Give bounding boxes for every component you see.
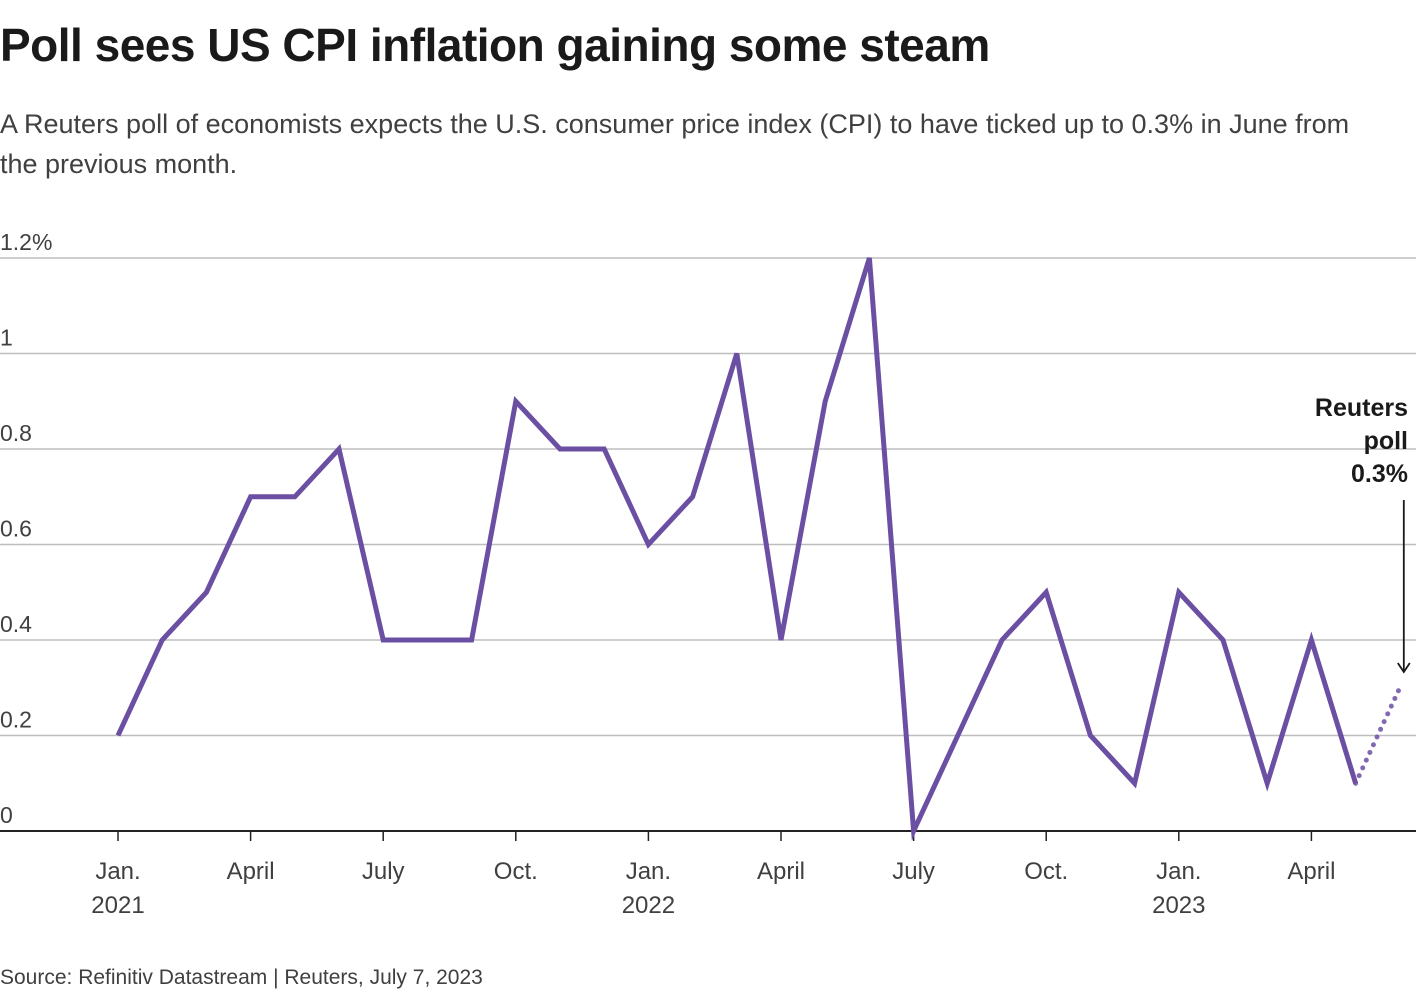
y-tick-label: 0.8 bbox=[0, 420, 32, 446]
series-lines bbox=[115, 257, 1403, 841]
annotation-text: poll bbox=[1364, 427, 1408, 455]
gridlines bbox=[0, 257, 1416, 737]
x-tick-label: Jan. bbox=[1156, 858, 1201, 885]
x-tick-label: April bbox=[227, 858, 275, 885]
chart-subtitle: A Reuters poll of economists expects the… bbox=[0, 109, 1350, 179]
annotation-text: 0.3% bbox=[1351, 460, 1408, 488]
x-axis: Jan. 2021 April July Oct. Jan. 2022 April July Oc… bbox=[0, 830, 1416, 919]
x-tick-label: Jan. bbox=[95, 858, 140, 885]
y-tick-label: 0.4 bbox=[0, 611, 32, 637]
annotation-text: Reuters bbox=[1315, 394, 1408, 422]
y-tick-label: 1 bbox=[0, 325, 13, 351]
x-tick-year-label: 2023 bbox=[1152, 892, 1205, 919]
x-tick-year-label: 2021 bbox=[91, 892, 144, 919]
y-tick-label: 0 bbox=[0, 802, 13, 828]
x-tick-year-label: 2022 bbox=[622, 892, 675, 919]
x-tick-label: Jan. bbox=[626, 858, 671, 885]
x-tick-label: July bbox=[362, 858, 405, 885]
y-tick-label: 0.6 bbox=[0, 516, 32, 542]
x-tick-label: April bbox=[1287, 858, 1335, 885]
x-tick-label: Oct. bbox=[1024, 858, 1068, 885]
x-tick-label: Oct. bbox=[494, 858, 538, 885]
poll-annotation: Reuters poll 0.3% bbox=[1315, 394, 1411, 674]
x-tick-label: July bbox=[892, 858, 935, 885]
x-tick-label: April bbox=[757, 858, 805, 885]
line-chart: 1.2% 1 0.8 0.6 0.4 0.2 0 Jan. 2021 April July Oct.… bbox=[0, 229, 1416, 919]
y-tick-label: 0.2 bbox=[0, 707, 32, 733]
y-axis-tick-labels: 1.2% 1 0.8 0.6 0.4 0.2 0 bbox=[0, 229, 52, 828]
chart-title: Poll sees US CPI inflation gaining some … bbox=[0, 19, 990, 71]
forecast-dotted-line bbox=[1353, 685, 1403, 786]
y-tick-label: 1.2% bbox=[0, 229, 52, 255]
cpi-series-line bbox=[115, 257, 1358, 841]
annotation-arrow-head bbox=[1397, 662, 1411, 674]
source-note: Source: Refinitiv Datastream | Reuters, … bbox=[0, 966, 483, 989]
